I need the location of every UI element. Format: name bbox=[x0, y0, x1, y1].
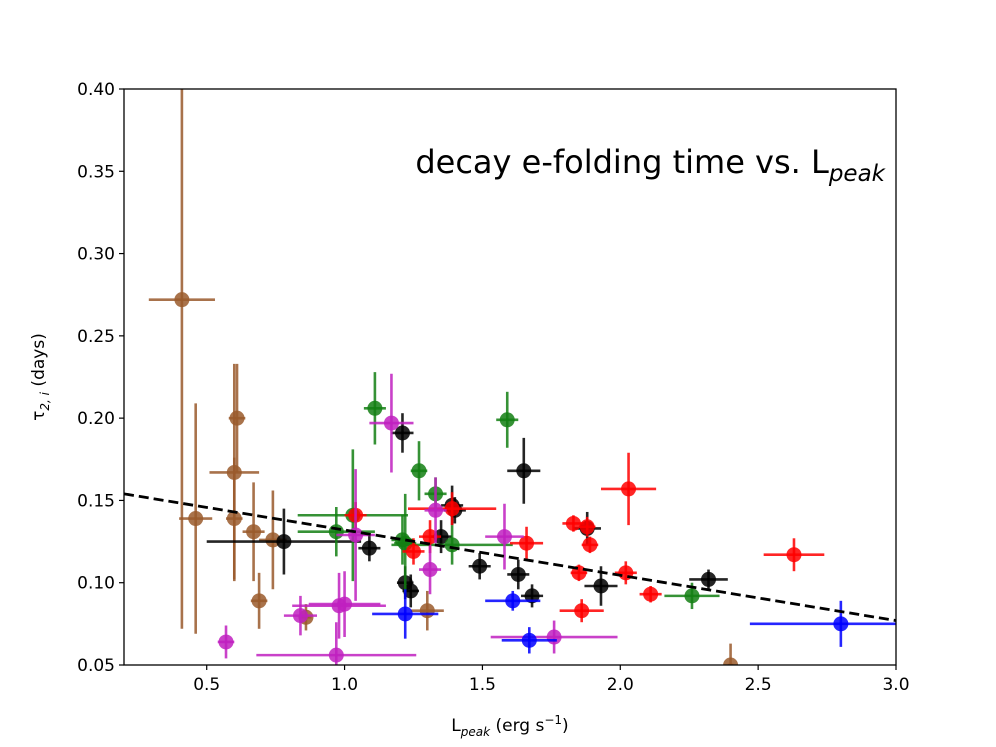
y-tick-label: 0.40 bbox=[77, 80, 115, 100]
y-axis: 0.05 0.10 0.15 0.20 0.25 0.30 0.35 0.40 bbox=[77, 80, 124, 676]
chart-title: decay e-folding time vs. Lpeak bbox=[415, 143, 886, 187]
data-point bbox=[406, 543, 421, 559]
series-blue bbox=[372, 589, 896, 654]
y-axis-label: τ2, i (days) bbox=[29, 333, 52, 421]
data-point bbox=[516, 463, 532, 479]
data-point bbox=[723, 657, 739, 665]
y-axis-label-units: (days) bbox=[29, 333, 49, 392]
x-axis-label: Lpeak (erg s−1) bbox=[451, 713, 568, 739]
data-point bbox=[496, 529, 512, 545]
y-tick-label: 0.30 bbox=[77, 245, 115, 265]
series-brown bbox=[148, 89, 739, 665]
data-point bbox=[328, 524, 344, 540]
data-point bbox=[701, 571, 717, 587]
data-point bbox=[188, 511, 204, 527]
data-point bbox=[621, 481, 637, 497]
data-point bbox=[394, 425, 410, 441]
data-point bbox=[229, 410, 245, 426]
data-point bbox=[337, 596, 353, 612]
x-tick-label: 0.5 bbox=[193, 675, 220, 695]
y-axis-label-subscript: 2, i bbox=[38, 391, 52, 410]
data-point bbox=[361, 540, 377, 556]
chart-title-subscript: peak bbox=[828, 161, 887, 187]
data-point bbox=[276, 534, 292, 550]
data-point bbox=[226, 511, 242, 527]
data-point bbox=[510, 566, 526, 582]
y-tick-label: 0.10 bbox=[77, 574, 115, 594]
data-point bbox=[833, 616, 849, 632]
plot-frame bbox=[123, 88, 897, 666]
data-point bbox=[367, 400, 383, 416]
data-point bbox=[444, 537, 460, 553]
data-point bbox=[579, 519, 595, 535]
data-point bbox=[444, 501, 460, 517]
x-tick-label: 1.0 bbox=[331, 675, 358, 695]
y-tick-label: 0.20 bbox=[77, 409, 115, 429]
data-point bbox=[246, 524, 262, 540]
data-point bbox=[422, 562, 438, 578]
fit-line bbox=[124, 492, 896, 622]
y-tick-label: 0.15 bbox=[77, 491, 115, 511]
data-point bbox=[218, 634, 234, 650]
data-point bbox=[521, 632, 537, 648]
data-point bbox=[786, 547, 802, 563]
data-point bbox=[265, 532, 281, 548]
data-point bbox=[505, 593, 521, 609]
series-magenta bbox=[217, 373, 618, 665]
data-point bbox=[174, 292, 190, 308]
data-point bbox=[643, 586, 659, 602]
data-point bbox=[593, 578, 609, 594]
data-point bbox=[582, 537, 598, 553]
x-axis-label-close: ) bbox=[562, 716, 569, 736]
y-tick-label: 0.05 bbox=[77, 656, 115, 676]
x-tick-label: 1.5 bbox=[469, 675, 496, 695]
data-point bbox=[519, 535, 535, 551]
x-tick-label: 3.0 bbox=[882, 675, 909, 695]
data-point bbox=[292, 608, 308, 624]
x-axis-label-superscript: −1 bbox=[544, 713, 562, 727]
series-red bbox=[344, 452, 825, 623]
data-point bbox=[472, 558, 488, 574]
data-point bbox=[419, 603, 435, 619]
data-point bbox=[684, 588, 700, 604]
data-point bbox=[411, 463, 427, 479]
data-point bbox=[499, 412, 515, 428]
data-layer bbox=[148, 89, 896, 665]
data-point bbox=[422, 529, 438, 545]
data-point bbox=[428, 502, 444, 518]
x-tick-label: 2.0 bbox=[607, 675, 634, 695]
x-axis-label-units: (erg s bbox=[490, 716, 544, 736]
data-point bbox=[574, 603, 590, 619]
data-point bbox=[251, 593, 267, 609]
y-tick-label: 0.25 bbox=[77, 327, 115, 347]
data-point bbox=[328, 647, 344, 663]
data-point bbox=[383, 415, 399, 431]
y-tick-label: 0.35 bbox=[77, 162, 115, 182]
x-axis-label-subscript: peak bbox=[460, 725, 491, 739]
data-point bbox=[565, 515, 581, 531]
data-point bbox=[403, 583, 419, 599]
x-tick-label: 2.5 bbox=[745, 675, 772, 695]
x-axis: 0.5 1.0 1.5 2.0 2.5 3.0 bbox=[193, 665, 910, 695]
data-point bbox=[397, 606, 413, 622]
data-point bbox=[546, 629, 562, 645]
